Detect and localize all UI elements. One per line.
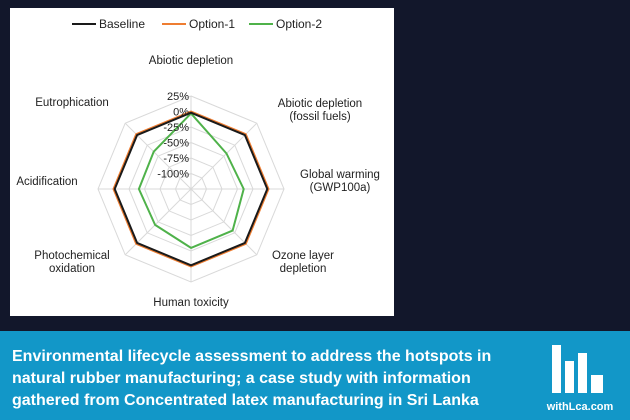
radial-tick-label: 25%	[167, 91, 189, 103]
caption-banner: Environmental lifecycle assessment to ad…	[0, 331, 630, 420]
series-line-option-2	[137, 112, 245, 249]
axis-label: Global warming (GWP100a)	[300, 169, 380, 194]
radial-tick-label: -50%	[163, 138, 189, 150]
caption-text: Environmental lifecycle assessment to ad…	[12, 348, 492, 409]
radial-tick-label: -25%	[163, 122, 189, 134]
axis-label: Acidification	[16, 176, 77, 188]
legend-label: Baseline	[99, 17, 145, 31]
brand-logo[interactable]: withLca.com	[540, 339, 620, 415]
axis-label: Abiotic depletion (fossil fuels)	[278, 98, 362, 123]
radial-tick-label: 0%	[173, 107, 189, 119]
radar-chart-panel: 25% 0% -25% -50% -75% -100% Abiotic depletion A…	[10, 8, 394, 316]
radial-tick-label: -100%	[157, 169, 189, 181]
grid-spoke-3	[190, 188, 258, 256]
series-line-option-1	[112, 110, 270, 268]
grid-spoke-1	[190, 122, 258, 190]
brand-name: withLca.com	[546, 401, 614, 413]
grid-spoke-5	[124, 188, 192, 256]
radial-tick-label: -75%	[163, 153, 189, 165]
axis-label: Ozone layer depletion	[272, 250, 334, 275]
legend-label: Option-1	[189, 17, 235, 31]
axis-label: Abiotic depletion	[149, 55, 233, 67]
radar-chart: 25% 0% -25% -50% -75% -100% Abiotic depletion A…	[16, 17, 380, 309]
bars-logo-icon	[552, 345, 603, 393]
series-line-baseline	[113, 111, 269, 267]
axis-label: Eutrophication	[35, 97, 109, 109]
legend-label: Option-2	[276, 17, 322, 31]
axis-label: Photochemical oxidation	[34, 250, 109, 275]
axis-label: Human toxicity	[153, 297, 229, 309]
